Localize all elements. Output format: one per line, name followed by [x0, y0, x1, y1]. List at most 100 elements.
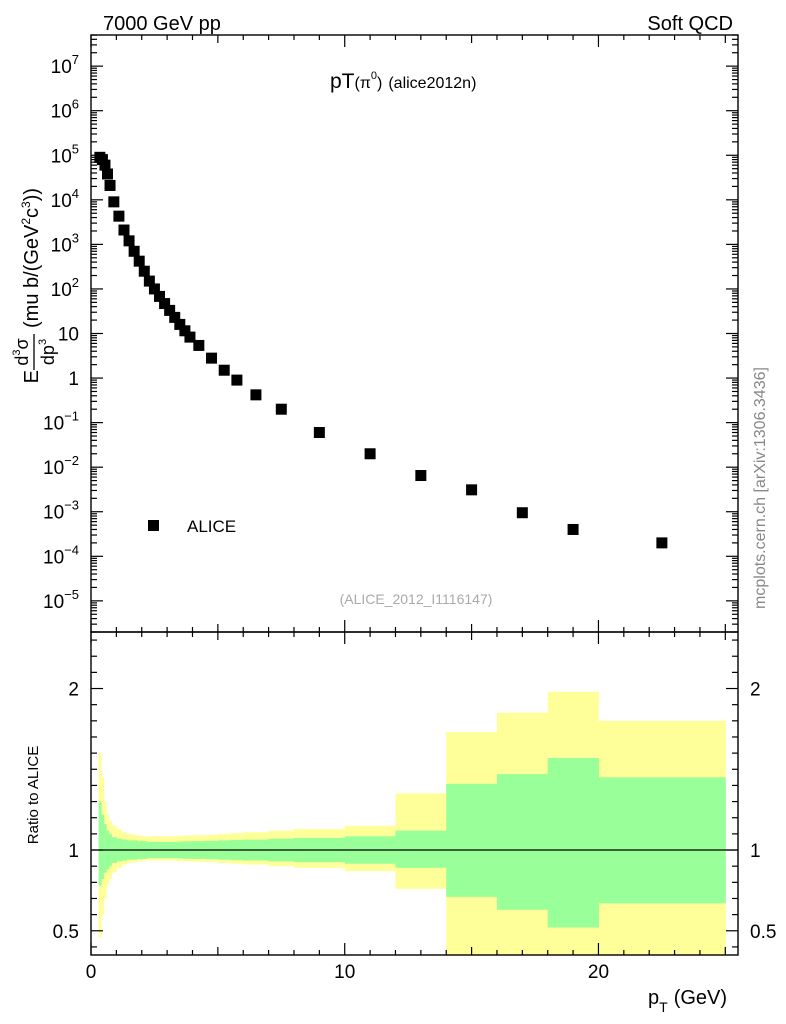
main-y-tick-label: 107 — [51, 52, 79, 78]
ratio-inner-band — [98, 801, 102, 886]
data-point — [179, 325, 191, 337]
category-label: Soft QCD — [647, 13, 733, 35]
x-label-main: p — [648, 987, 659, 1009]
data-point — [364, 448, 376, 460]
main-title-sub: (π — [355, 75, 371, 92]
main-series-layer — [94, 151, 668, 549]
ratio-y-tick-label-right: 2 — [750, 680, 761, 701]
main-title-close: ) — [377, 75, 382, 92]
data-point — [466, 484, 478, 496]
ratio-y-ticks: 0.5 0.5 1 1 2 2 — [53, 639, 776, 948]
data-point — [123, 235, 135, 247]
y-label-units-b: c — [21, 208, 43, 218]
data-point — [99, 159, 111, 171]
main-title-main: pT — [330, 70, 355, 93]
data-point — [206, 352, 218, 364]
main-y-tick-exp: 3 — [72, 230, 79, 245]
data-point — [231, 374, 243, 386]
x-label-sub: T — [659, 999, 668, 1015]
ratio-y-label: Ratio to ALICE — [25, 746, 42, 844]
legend: ALICE — [148, 517, 236, 536]
main-panel: 10−510−410−310−210−111010210310410510610… — [11, 34, 739, 633]
y-label-d-sup: 3 — [11, 349, 23, 355]
main-y-tick-base: 10 — [51, 57, 72, 78]
data-point — [148, 283, 160, 295]
ratio-y-tick-label-right: 1 — [750, 841, 761, 862]
main-x-ticks — [90, 35, 726, 632]
ratio-inner-band — [547, 757, 599, 928]
y-label-units-c: )) — [21, 188, 43, 201]
y-label-prefix: E — [21, 370, 43, 383]
ratio-bands-layer — [98, 691, 726, 955]
ratio-inner-band — [446, 783, 498, 897]
data-point — [164, 304, 176, 316]
main-y-tick-label: 102 — [51, 275, 79, 301]
source-label: mcplots.cern.ch [arXiv:1306.3436] — [752, 367, 769, 609]
y-label-dp: dp — [38, 345, 58, 365]
main-y-tick-base: 10 — [43, 414, 64, 435]
ratio-x-tick-label: 20 — [588, 962, 609, 983]
main-y-tick-base: 10 — [43, 592, 64, 613]
main-y-tick-base: 10 — [51, 235, 72, 256]
data-point — [174, 318, 186, 330]
y-label-units: (mu b/(GeV2c3)) — [19, 188, 43, 328]
main-y-tick-exp: −2 — [64, 453, 79, 468]
y-label-units-a: (mu b/(GeV — [21, 224, 43, 328]
data-point — [159, 298, 171, 310]
y-label-fraction-num: d3σ — [11, 338, 32, 365]
main-y-tick-exp: 2 — [72, 275, 79, 290]
data-point — [193, 339, 205, 351]
main-title-sub-sup: 0 — [371, 70, 377, 82]
ratio-y-tick-label-right: 0.5 — [750, 922, 776, 943]
main-y-tick-label: 106 — [51, 97, 79, 123]
data-point — [567, 523, 579, 535]
ratio-x-ticks: 0 10 20 — [86, 632, 726, 983]
main-y-label: E d3σ dp3 (mu b/(GeV2c3)) — [11, 188, 58, 383]
main-y-tick-base: 10 — [43, 503, 64, 524]
main-y-tick-label: 10 — [58, 325, 79, 346]
y-label-fraction-den: dp3 — [37, 339, 58, 365]
analysis-watermark: (ALICE_2012_I1116147) — [340, 591, 493, 607]
data-point — [133, 255, 145, 267]
y-label-sigma: σ — [12, 338, 32, 349]
data-point — [143, 275, 155, 287]
main-y-tick-base: 10 — [51, 280, 72, 301]
ratio-panel: 0.5 0.5 1 1 2 2 0 10 20 Ratio to ALICE pT (GeV) — [25, 631, 776, 1015]
ratio-plot-frame — [90, 631, 739, 956]
ratio-inner-band — [103, 824, 107, 873]
ratio-inner-band — [101, 814, 105, 880]
main-y-tick-exp: −3 — [64, 498, 79, 513]
data-point — [313, 427, 325, 439]
main-y-tick-label: 103 — [51, 230, 79, 256]
main-y-tick-label: 10−4 — [43, 542, 79, 568]
data-point — [118, 224, 130, 236]
energy-label: 7000 GeV pp — [103, 13, 221, 35]
data-point — [656, 537, 668, 549]
main-y-tick-base: 10 — [51, 146, 72, 167]
main-y-tick-exp: −5 — [64, 587, 79, 602]
main-y-tick-exp: −4 — [64, 542, 79, 557]
main-y-tick-exp: 4 — [72, 186, 79, 201]
x-axis-label: pT (GeV) — [648, 987, 727, 1015]
main-y-tick-exp: −1 — [64, 409, 79, 424]
legend-label: ALICE — [187, 517, 236, 536]
main-y-tick-label: 10−1 — [43, 409, 79, 435]
data-point — [275, 403, 287, 415]
y-label-d: d — [12, 356, 32, 366]
data-point — [516, 507, 528, 519]
main-y-tick-base: 10 — [43, 458, 64, 479]
y-label-units-sup: 2 — [19, 218, 33, 225]
main-y-tick-label: 104 — [51, 186, 79, 212]
ratio-y-tick-label-left: 2 — [68, 680, 79, 701]
data-point — [154, 290, 166, 302]
data-point — [128, 245, 140, 257]
main-y-tick-exp: 7 — [72, 52, 79, 67]
x-label-unit: (GeV) — [674, 987, 727, 1009]
data-point — [101, 168, 113, 180]
data-point — [138, 265, 150, 277]
main-y-tick-base: 10 — [51, 191, 72, 212]
main-y-tick-label: 105 — [51, 141, 79, 167]
y-label-units-sup2: 3 — [19, 201, 33, 208]
data-point — [415, 470, 427, 482]
data-point — [250, 389, 262, 401]
